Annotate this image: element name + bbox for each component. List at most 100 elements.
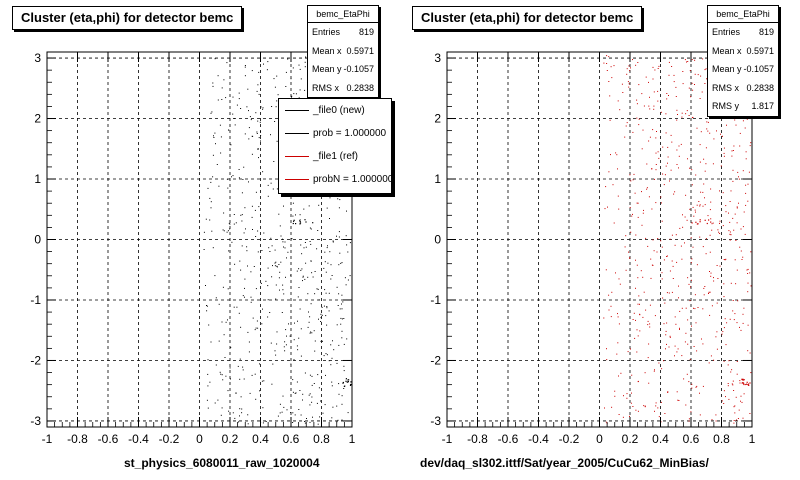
right-data-point [605,269,607,271]
right-data-point [608,294,610,296]
left-data-point [327,245,328,247]
right-data-point [702,191,704,193]
left-data-point [214,132,216,134]
left-stats-row-mean-y: Mean y -0.1057 [308,60,378,79]
right-stats-label: Entries [712,27,741,37]
left-data-point [250,271,252,273]
right-data-point [626,73,628,75]
right-data-point [704,286,706,287]
right-data-point [733,145,735,147]
right-data-point [650,277,652,279]
left-data-point [347,379,349,381]
right-data-point [641,191,642,193]
right-data-point [696,385,698,387]
left-data-point [243,232,245,234]
left-data-point [227,319,228,321]
right-y-tick-label: 0 [434,233,441,247]
left-data-point [244,278,246,280]
right-data-point [651,168,653,170]
right-data-point [679,227,681,229]
right-data-point [676,261,678,263]
left-data-point [344,385,346,387]
left-data-point [300,355,302,357]
right-data-point [657,238,659,239]
right-data-point [668,74,670,76]
right-data-point [699,414,701,416]
right-data-point [648,81,649,83]
right-data-point [631,374,633,376]
right-data-point [700,75,702,77]
right-data-point [733,229,735,231]
left-data-point [332,241,334,243]
left-data-point [331,385,333,387]
right-data-point [628,86,630,88]
left-data-point [261,323,263,325]
left-data-point [209,381,211,383]
left-data-point [212,85,214,87]
left-x-tick-label: -0.2 [159,432,180,446]
right-data-point [618,278,620,280]
right-data-point [642,129,644,131]
right-data-point [735,283,737,285]
left-data-point [309,332,311,334]
left-data-point [338,264,340,266]
right-data-point [737,171,739,173]
right-data-point [637,62,639,63]
right-data-point [635,64,637,66]
left-data-point [250,119,252,121]
left-data-point [341,318,343,320]
left-data-point [329,197,331,199]
left-data-point [270,237,272,239]
left-data-point [310,243,312,245]
right-data-point [736,207,738,209]
right-data-point [655,137,657,139]
right-data-point [709,251,711,253]
right-data-point [668,346,670,348]
left-data-point [258,93,260,95]
left-data-point [262,171,264,173]
left-data-point [221,407,223,409]
right-y-tick-label: 1 [434,172,441,186]
right-data-point [665,165,667,167]
right-x-axis-label: dev/daq_sl302.ittf/Sat/year_2005/CuCu62_… [420,456,709,470]
right-data-point [691,383,693,385]
left-data-point [248,110,249,112]
right-x-tick-label: -1 [442,432,453,446]
left-data-point [259,390,261,392]
left-data-point [342,381,344,384]
right-data-point [733,406,735,408]
right-data-point [684,341,686,343]
left-data-point [288,323,289,325]
right-data-point [654,178,655,180]
legend-swatch [285,156,309,157]
right-data-point [688,87,690,89]
left-data-point [267,285,269,287]
left-data-point [283,293,285,295]
right-data-point [608,171,610,173]
left-data-point [326,207,328,209]
left-data-point [326,247,328,249]
right-data-point [739,132,741,134]
right-data-point [606,348,607,350]
right-data-point [747,324,749,326]
right-data-point [704,204,706,206]
left-data-point [221,99,223,100]
left-data-point [300,269,302,271]
left-data-point [324,289,326,291]
right-data-point [610,316,612,318]
right-data-point [728,212,729,214]
legend-label: prob = 1.000000 [313,128,387,139]
right-data-point [699,161,701,163]
left-data-point [302,280,303,282]
left-data-point [320,313,322,315]
right-data-point [662,297,664,299]
left-data-point [287,58,289,60]
left-data-point [285,71,287,73]
right-data-point [656,131,657,132]
right-y-tick-label: -2 [430,353,441,367]
left-data-point [226,178,228,180]
right-data-point [682,226,684,228]
left-data-point [299,220,301,222]
left-data-point [312,416,313,418]
right-data-point [610,305,612,307]
